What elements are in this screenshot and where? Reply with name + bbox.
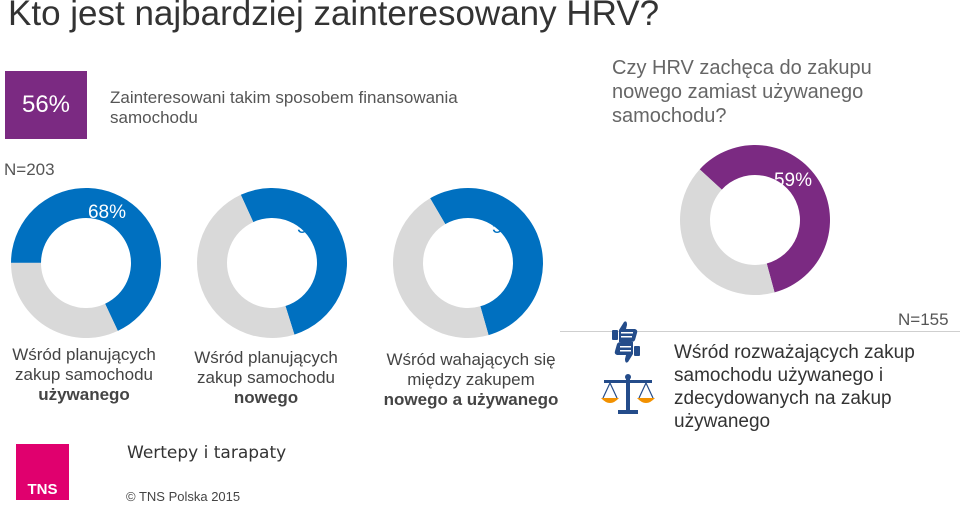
badge-description: Zainteresowani takim sposobem finansowan… (110, 88, 458, 127)
divider-line (560, 331, 960, 332)
scales-icon (601, 374, 655, 414)
donut-1-slice-1 (11, 188, 161, 331)
donut-4-label: 59% (774, 170, 812, 191)
donut-3-slice-1 (430, 188, 543, 336)
question-text: Czy HRV zachęca do zakupu nowego zamiast… (612, 57, 872, 127)
caption-used-car-buyers: Wśród planujących zakup samochodu używan… (6, 345, 162, 405)
caption-bold: nowego a używanego (383, 390, 559, 409)
donut-1-label: 68% (88, 202, 126, 223)
tns-logo-text: TNS (27, 481, 58, 498)
caption-used-considering: Wśród rozważających zakup samochodu używ… (674, 342, 915, 432)
sample-size-left: N=203 (4, 160, 55, 179)
donut-4-slice-1 (699, 144, 830, 293)
donut-2-slice-2 (197, 194, 295, 338)
donut-3-slice-2 (393, 198, 489, 339)
donut-2-label: 52% (297, 217, 335, 238)
donut-4-slice-2 (680, 169, 775, 295)
percentage-badge: 56% (5, 71, 87, 139)
sample-size-right: N=155 (898, 310, 949, 329)
caption-text: Wśród planujących zakup samochodu (194, 348, 338, 387)
donut-3-label: 54% (492, 217, 530, 238)
subtitle: Wertepy i tarapaty (127, 443, 287, 463)
caption-text: Wśród wahających się między zakupem (386, 350, 556, 389)
donut-2-slice-1 (240, 187, 348, 335)
caption-undecided-buyers: Wśród wahających się między zakupem nowe… (368, 350, 574, 410)
caption-bold: nowego (233, 388, 299, 407)
thumbs-up-down-icon (612, 321, 640, 363)
caption-bold: używanego (38, 385, 130, 404)
caption-new-car-buyers: Wśród planujących zakup samochodu nowego (180, 348, 352, 408)
caption-text: Wśród planujących zakup samochodu (12, 345, 156, 384)
tns-logo: TNS (16, 444, 69, 500)
copyright: © TNS Polska 2015 (126, 489, 241, 504)
donut-1-slice-2 (10, 262, 118, 339)
page-title: Kto jest najbardziej zainteresowany HRV? (8, 0, 660, 33)
